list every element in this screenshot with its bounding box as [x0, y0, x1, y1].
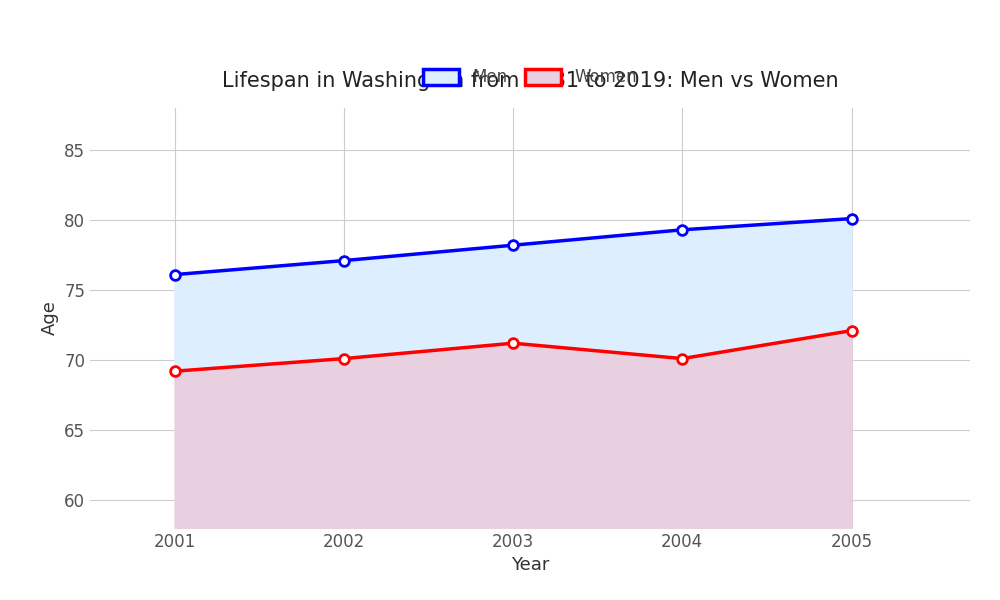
Legend: Men, Women: Men, Women: [416, 62, 644, 93]
Title: Lifespan in Washington from 1981 to 2019: Men vs Women: Lifespan in Washington from 1981 to 2019…: [222, 71, 838, 91]
X-axis label: Year: Year: [511, 556, 549, 574]
Y-axis label: Age: Age: [41, 301, 59, 335]
